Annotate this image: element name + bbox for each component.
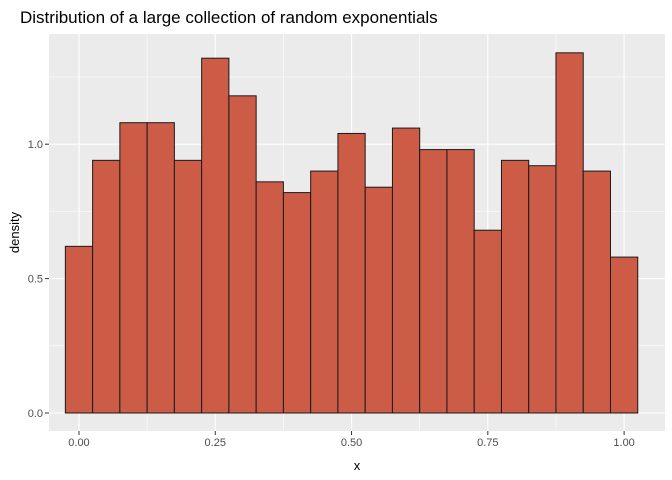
chart-title: Distribution of a large collection of ra…	[20, 8, 438, 27]
y-tick-label: 1.0	[28, 139, 43, 151]
y-tick-label: 0.0	[28, 408, 43, 420]
x-axis-title: x	[354, 458, 361, 473]
histogram-bar	[282, 192, 312, 414]
histogram-bar	[391, 127, 421, 414]
histogram-bar	[419, 149, 448, 414]
histogram-bar	[473, 229, 502, 414]
histogram-bar	[146, 122, 175, 414]
histogram-bar	[582, 170, 611, 414]
histogram-bar	[228, 95, 257, 414]
x-tick-label: 0.50	[341, 437, 362, 449]
histogram-bar	[119, 122, 148, 414]
histogram-bar	[337, 132, 366, 414]
histogram-bar	[555, 52, 584, 414]
histogram-bar	[255, 181, 284, 414]
histogram-bar	[173, 159, 203, 414]
y-axis-ticks: 0.0 0.5 1.0	[28, 139, 49, 420]
histogram-bar	[500, 159, 530, 414]
histogram-bar	[446, 149, 475, 414]
y-axis-title: density	[7, 211, 22, 253]
histogram-bar	[64, 245, 94, 414]
histogram-bar	[201, 57, 230, 414]
x-tick-label: 1.00	[613, 437, 634, 449]
x-tick-label: 0.00	[68, 437, 89, 449]
histogram-bar	[92, 159, 121, 414]
x-axis-ticks: 0.00 0.25 0.50 0.75 1.00	[68, 431, 635, 449]
histogram-bar	[364, 186, 393, 414]
x-tick-label: 0.75	[477, 437, 498, 449]
x-tick-label: 0.25	[205, 437, 226, 449]
histogram-bars	[64, 52, 639, 414]
histogram-bar	[609, 256, 639, 414]
histogram-bar	[310, 170, 339, 414]
y-tick-label: 0.5	[28, 274, 43, 286]
histogram-bar	[528, 165, 557, 414]
